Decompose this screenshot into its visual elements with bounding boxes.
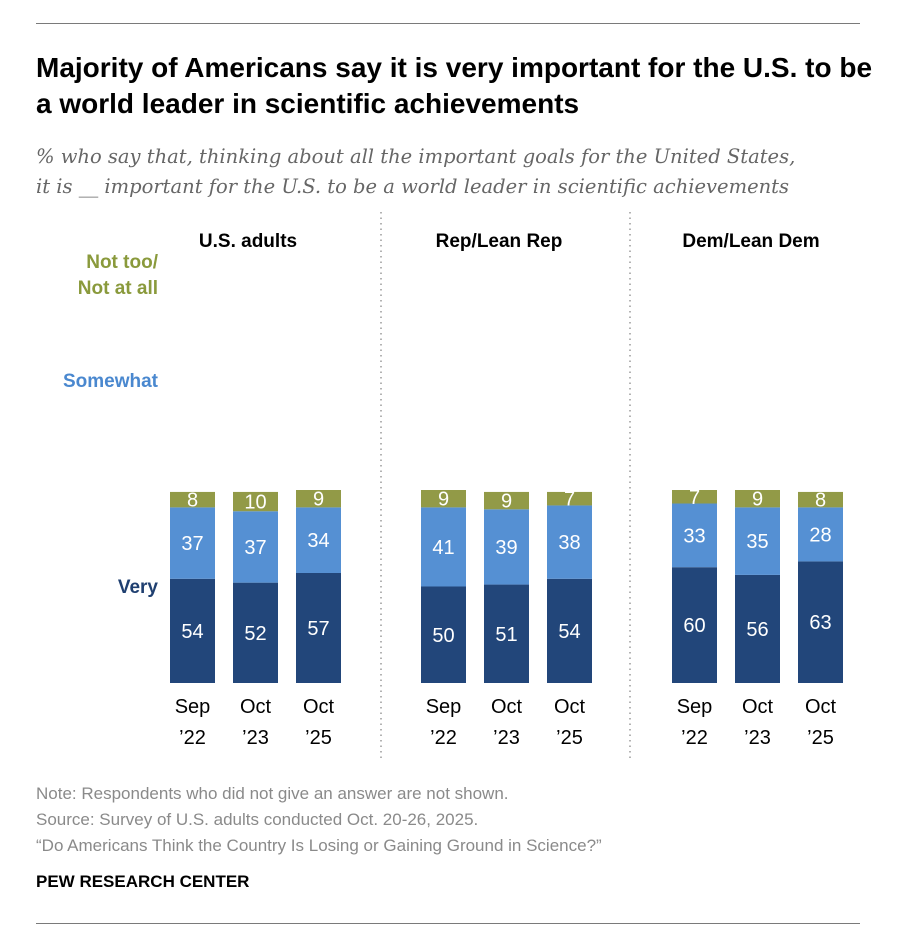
x-tick-label-u-s-adults-0: Sep	[175, 696, 211, 718]
bar-dem-lean-dem-2-not-too-not-at-all	[798, 491, 843, 508]
pew-research-center-logo: PEW RESEARCH CENTER	[36, 872, 250, 891]
bar-rep-lean-rep-2-not-too-not-at-all	[547, 491, 592, 506]
data-label-rep-lean-rep-0-very: 50	[432, 625, 454, 647]
bar-dem-lean-dem-1-very	[735, 574, 780, 683]
x-tick-label-dem-lean-dem-2: ’25	[807, 727, 834, 749]
subtitle-line-2: it is __ important for the U.S. to be a …	[36, 175, 790, 198]
bottom-rule	[36, 923, 860, 924]
data-label-u-s-adults-1-not-too-not-at-all: 10	[244, 492, 266, 514]
data-label-dem-lean-dem-1-somewhat: 35	[746, 531, 768, 553]
x-tick-label-u-s-adults-0: ’22	[179, 727, 206, 749]
stacked-bar-chart: Not too/Not at all Somewhat Very U.S. adult…	[63, 212, 843, 762]
data-label-rep-lean-rep-1-somewhat: 39	[495, 537, 517, 559]
data-label-u-s-adults-1-somewhat: 37	[244, 537, 266, 559]
x-tick-label-rep-lean-rep-1: Oct	[491, 696, 523, 718]
series-label-somewhat: Somewhat	[63, 371, 159, 392]
bar-u-s-adults-0-very	[170, 578, 215, 683]
source-text: Source: Survey of U.S. adults conducted …	[36, 810, 479, 829]
x-tick-label-u-s-adults-2: ’25	[305, 727, 332, 749]
x-tick-label-dem-lean-dem-0: ’22	[681, 727, 708, 749]
x-tick-label-u-s-adults-1: Oct	[240, 696, 272, 718]
x-tick-label-u-s-adults-2: Oct	[303, 696, 335, 718]
panel-title-dem-lean-dem: Dem/Lean Dem	[682, 231, 819, 252]
bar-dem-lean-dem-0-not-too-not-at-all	[672, 490, 717, 504]
bar-rep-lean-rep-0-somewhat	[421, 507, 466, 587]
x-tick-label-rep-lean-rep-0: ’22	[430, 727, 457, 749]
bar-dem-lean-dem-0-very	[672, 567, 717, 683]
data-label-dem-lean-dem-0-not-too-not-at-all: 7	[689, 487, 700, 509]
data-label-rep-lean-rep-1-very: 51	[495, 624, 517, 646]
bar-u-s-adults-1-somewhat	[233, 511, 278, 583]
data-label-dem-lean-dem-1-very: 56	[746, 619, 768, 641]
bar-dem-lean-dem-2-somewhat	[798, 507, 843, 562]
x-tick-label-dem-lean-dem-2: Oct	[805, 696, 837, 718]
series-label-not-too-not-at-all: Not too/	[86, 252, 158, 273]
data-label-dem-lean-dem-0-somewhat: 33	[683, 525, 705, 547]
x-tick-label-u-s-adults-1: ’23	[242, 727, 269, 749]
bar-u-s-adults-0-somewhat	[170, 507, 215, 579]
panel-title-u-s-adults: U.S. adults	[199, 231, 297, 252]
data-label-dem-lean-dem-1-not-too-not-at-all: 9	[752, 489, 763, 511]
x-tick-label-dem-lean-dem-1: ’23	[744, 727, 771, 749]
bar-rep-lean-rep-0-not-too-not-at-all	[421, 490, 466, 508]
bar-rep-lean-rep-2-very	[547, 578, 592, 683]
data-label-u-s-adults-0-not-too-not-at-all: 8	[187, 490, 198, 512]
data-label-dem-lean-dem-0-very: 60	[683, 615, 705, 637]
data-label-u-s-adults-2-not-too-not-at-all: 9	[313, 489, 324, 511]
data-label-u-s-adults-0-very: 54	[181, 621, 203, 643]
top-rule	[36, 23, 860, 24]
bar-u-s-adults-2-very	[296, 572, 341, 683]
x-tick-label-dem-lean-dem-0: Sep	[677, 696, 713, 718]
bar-dem-lean-dem-1-somewhat	[735, 507, 780, 575]
data-label-dem-lean-dem-2-not-too-not-at-all: 8	[815, 490, 826, 512]
bar-rep-lean-rep-1-somewhat	[484, 509, 529, 585]
x-tick-label-rep-lean-rep-2: Oct	[554, 696, 586, 718]
bar-dem-lean-dem-0-somewhat	[672, 503, 717, 568]
bar-rep-lean-rep-0-very	[421, 586, 466, 683]
subtitle-line-1: % who say that, thinking about all the i…	[36, 145, 796, 168]
bar-rep-lean-rep-1-very	[484, 584, 529, 683]
panel-title-rep-lean-rep: Rep/Lean Rep	[436, 231, 563, 252]
bar-u-s-adults-1-very	[233, 582, 278, 683]
data-label-u-s-adults-2-somewhat: 34	[307, 530, 329, 552]
data-label-rep-lean-rep-2-not-too-not-at-all: 7	[564, 489, 575, 511]
bar-rep-lean-rep-1-not-too-not-at-all	[484, 491, 529, 510]
data-label-rep-lean-rep-2-somewhat: 38	[558, 532, 580, 554]
data-label-u-s-adults-2-very: 57	[307, 618, 329, 640]
bar-u-s-adults-2-somewhat	[296, 507, 341, 573]
data-label-rep-lean-rep-1-not-too-not-at-all: 9	[501, 491, 512, 513]
bar-u-s-adults-0-not-too-not-at-all	[170, 491, 215, 508]
x-tick-label-rep-lean-rep-0: Sep	[426, 696, 462, 718]
data-label-rep-lean-rep-0-not-too-not-at-all: 9	[438, 489, 449, 511]
bar-rep-lean-rep-2-somewhat	[547, 505, 592, 579]
series-label-not-too-not-at-all: Not at all	[78, 278, 158, 299]
note-text: Note: Respondents who did not give an an…	[36, 784, 509, 803]
chart-subtitle: % who say that, thinking about all the i…	[36, 142, 886, 202]
data-label-dem-lean-dem-2-very: 63	[809, 612, 831, 634]
chart-title: Majority of Americans say it is very imp…	[36, 52, 873, 119]
x-tick-label-dem-lean-dem-1: Oct	[742, 696, 774, 718]
x-tick-label-rep-lean-rep-2: ’25	[556, 727, 583, 749]
data-label-u-s-adults-1-very: 52	[244, 623, 266, 645]
data-label-rep-lean-rep-0-somewhat: 41	[432, 537, 454, 559]
bar-u-s-adults-2-not-too-not-at-all	[296, 490, 341, 508]
bar-dem-lean-dem-1-not-too-not-at-all	[735, 490, 780, 508]
x-tick-label-rep-lean-rep-1: ’23	[493, 727, 520, 749]
report-title-text: “Do Americans Think the Country Is Losin…	[36, 836, 602, 855]
data-label-u-s-adults-0-somewhat: 37	[181, 533, 203, 555]
bar-dem-lean-dem-2-very	[798, 561, 843, 683]
series-label-very: Very	[118, 577, 159, 598]
data-label-rep-lean-rep-2-very: 54	[558, 621, 580, 643]
bar-u-s-adults-1-not-too-not-at-all	[233, 491, 278, 512]
data-label-dem-lean-dem-2-somewhat: 28	[809, 524, 831, 546]
